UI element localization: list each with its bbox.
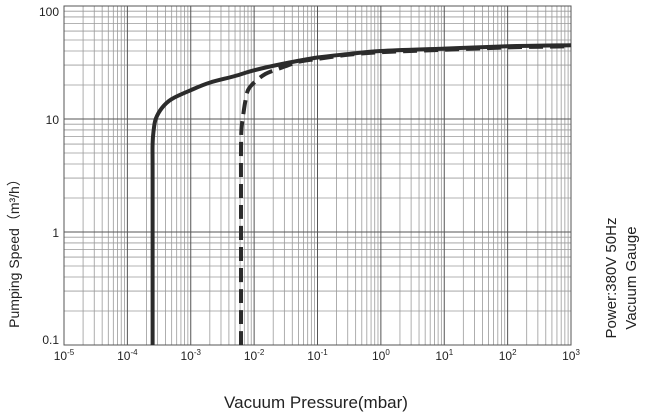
plot-frame (63, 5, 572, 346)
y-axis-label: Pumping Speed（m³/h） (6, 172, 22, 328)
y-tick-label: 10 (46, 113, 60, 127)
x-tick-label: 100 (372, 348, 390, 363)
y-tick-label: 1 (52, 226, 59, 240)
y-tick-label: 100 (39, 5, 59, 19)
x-tick-labels: 10-5 10-4 10-3 10-2 10-1 100 101 102 103 (54, 348, 581, 363)
x-tick-label: 10-1 (307, 348, 328, 363)
grid-lines (63, 5, 572, 346)
x-tick-label: 101 (435, 348, 453, 363)
series-group (150, 43, 572, 345)
x-tick-label: 102 (499, 348, 517, 363)
series-line-solid (150, 43, 572, 345)
power-annotation: Power:380V 50Hz (603, 218, 620, 339)
x-tick-label: 103 (562, 348, 580, 363)
y-tick-labels: 0.1 1 10 100 (39, 5, 59, 347)
x-tick-label: 10-5 (54, 348, 75, 363)
x-tick-label: 10-2 (244, 348, 265, 363)
x-tick-label: 10-3 (181, 348, 202, 363)
y-tick-label: 0.1 (42, 333, 59, 347)
series-line-dashed (238, 44, 572, 345)
x-axis-label: Vacuum Pressure(mbar) (224, 393, 408, 412)
vacuum-gauge-annotation: Vacuum Gauge (623, 226, 640, 329)
x-tick-label: 10-4 (117, 348, 138, 363)
